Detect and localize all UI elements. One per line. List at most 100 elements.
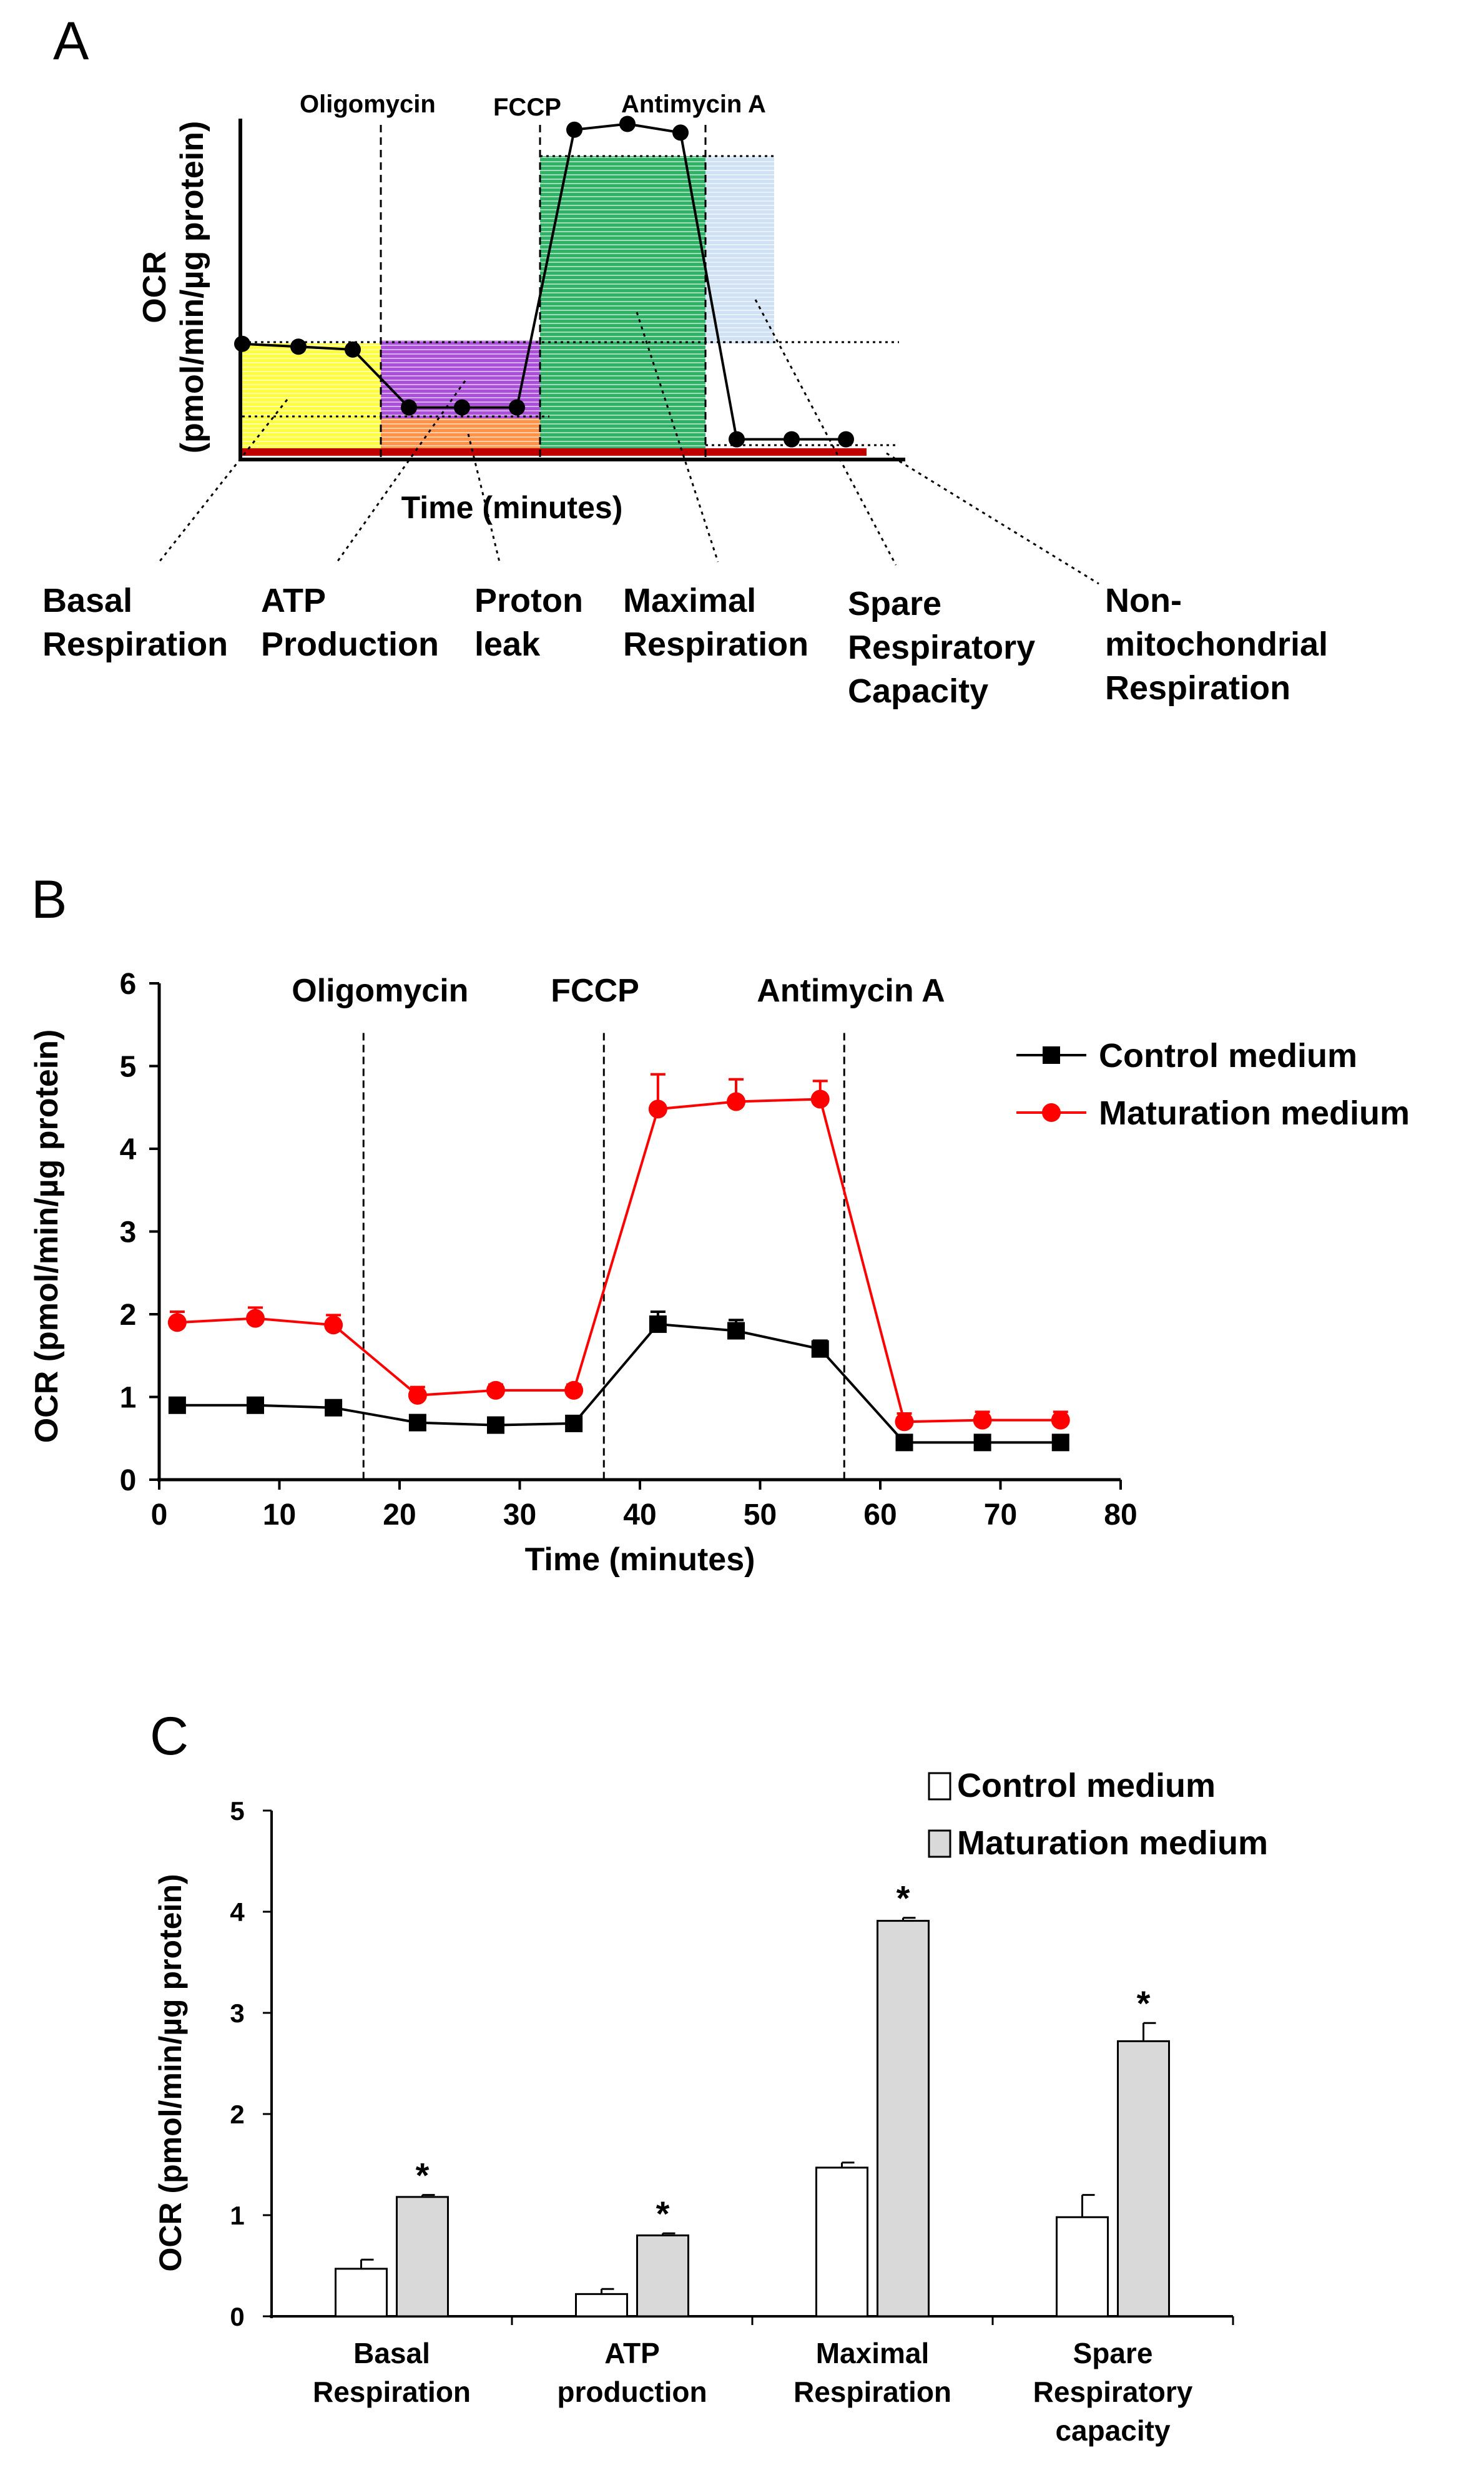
panel-a-injection-antimycin: Antimycin A <box>621 91 766 118</box>
panel-c-category-label: capacity <box>1055 2414 1171 2447</box>
callout-line-nonmito <box>886 452 1099 585</box>
panel-b-injection-label: Antimycin A <box>757 973 945 1009</box>
panel-b-point-control <box>649 1315 667 1333</box>
panel-b-x-tick-label: 40 <box>623 1498 656 1532</box>
panel-a-injection-fccp: FCCP <box>493 94 561 121</box>
panel-c-ylabel: OCR (pmol/min/µg protein) <box>153 1874 188 2271</box>
panel-c-bar-control <box>815 2166 868 2318</box>
panel-a-letter: A <box>53 11 89 71</box>
panel-b-point-control <box>487 1416 504 1434</box>
panel-c-category-label: Basal <box>353 2337 430 2369</box>
panel-a-point <box>454 399 470 416</box>
panel-c-bar-control <box>1056 2216 1109 2318</box>
region-stripes <box>242 157 774 446</box>
panel-c-significance-star: * <box>656 2194 670 2233</box>
panel-b-x-tick-label: 80 <box>1104 1498 1137 1532</box>
panel-b-point-maturation <box>486 1380 505 1400</box>
panel-a-injection-oligomycin: Oligomycin <box>300 91 436 118</box>
panel-a-point <box>619 116 636 132</box>
region-nonmito-fill <box>242 448 867 456</box>
label-maximal-1: Maximal <box>623 582 756 619</box>
panel-c-category-label: Respiration <box>794 2376 951 2408</box>
panel-b-x-tick-label: 60 <box>863 1498 897 1532</box>
panel-a-points <box>234 116 854 448</box>
panel-a-point <box>729 431 745 448</box>
label-atp-1: ATP <box>261 582 326 619</box>
panel-c-bar-maturation <box>877 1920 930 2318</box>
panel-b-point-maturation <box>648 1099 667 1119</box>
panel-c-letter: C <box>150 1706 189 1766</box>
panel-b-xlabel: Time (minutes) <box>525 1541 755 1578</box>
panel-b-point-control <box>895 1433 913 1452</box>
panel-c-y-tick-label: 5 <box>230 1796 244 1826</box>
panel-a: A OCR (pmol/min/µg protein) Oligomycin F… <box>42 11 1328 710</box>
panel-b-y-tick-label: 0 <box>120 1464 137 1497</box>
panel-c-bar-control <box>575 2293 628 2318</box>
panel-b-legend-marker <box>1043 1046 1060 1064</box>
panel-b-x-tick-label: 70 <box>984 1498 1017 1532</box>
panel-c-bar-maturation <box>636 2234 689 2318</box>
panel-c-significance-star: * <box>1137 1984 1151 2023</box>
panel-a-point <box>784 431 800 448</box>
label-atp-2: Production <box>261 626 439 663</box>
panel-b-point-control <box>168 1396 186 1414</box>
panel-c-category-label: ATP <box>604 2337 660 2369</box>
panel-b-legend-marker <box>1042 1103 1061 1122</box>
panel-b-point-maturation <box>895 1412 914 1432</box>
panel-b-point-maturation <box>973 1410 992 1430</box>
panel-b-x-tick-label: 20 <box>383 1498 416 1532</box>
panel-a-point <box>234 335 250 352</box>
panel-c-significance-star: * <box>416 2156 430 2195</box>
label-basal-2: Respiration <box>42 626 228 663</box>
panel-c-category-label: Respiratory <box>1033 2376 1193 2408</box>
region-leak-fill <box>381 418 540 450</box>
label-maximal-2: Respiration <box>623 626 808 663</box>
panel-a-point <box>838 431 854 448</box>
panel-b-series-line-1 <box>177 1098 1061 1423</box>
panel-b-injections: Oligomycin FCCP Antimycin A <box>292 973 945 1480</box>
panel-b-series-line-0 <box>177 1322 1061 1444</box>
panel-b-x-tick-label: 30 <box>503 1498 536 1532</box>
panel-b-point-control <box>1051 1433 1069 1452</box>
panel-b-series <box>167 1073 1070 1452</box>
callout-line-maximal <box>636 312 719 563</box>
panel-b-point-control <box>811 1340 829 1358</box>
panel-a-point <box>401 399 417 416</box>
panel-b-x-tick-label: 50 <box>744 1498 777 1532</box>
panel-b-point-maturation <box>564 1380 584 1400</box>
label-nonmito-1: Non- <box>1105 582 1182 619</box>
panel-a-point <box>509 399 525 416</box>
panel-b-point-maturation <box>810 1089 830 1109</box>
panel-b-y-tick-label: 4 <box>120 1133 137 1166</box>
panel-b-legend-label: Maturation medium <box>1099 1094 1410 1132</box>
panel-a-ylabel-line1: OCR <box>137 251 173 323</box>
panel-a-point <box>345 341 361 358</box>
panel-b-x-tick-label: 0 <box>151 1498 168 1532</box>
panel-c-y-tick-label: 3 <box>230 1999 244 2028</box>
panel-b-y-tick-label: 6 <box>120 968 137 1001</box>
label-nonmito-2: mitochondrial <box>1105 626 1328 663</box>
panel-b: B OCR (pmol/min/µg protein) Time (minute… <box>29 870 1410 1578</box>
panel-b-point-control <box>325 1399 343 1417</box>
panel-c-legend-swatch <box>928 1829 951 1858</box>
panel-b-point-maturation <box>324 1315 343 1335</box>
panel-c-bar-maturation <box>396 2196 449 2318</box>
panel-b-legend: Control medium Maturation medium <box>1016 1037 1410 1132</box>
panel-c-category-label: Maximal <box>816 2337 930 2369</box>
panel-b-x-tick-label: 10 <box>263 1498 296 1532</box>
callout-line-spare <box>754 299 897 566</box>
panel-c-legend-label: Maturation medium <box>957 1824 1268 1862</box>
panel-b-point-control <box>247 1396 264 1414</box>
panel-c: C OCR (pmol/min/µg protein) 0 1 2 3 4 5 * * ** … <box>150 1706 1268 2447</box>
region-maximal-fill <box>540 156 705 450</box>
panel-c-bars: * * * * <box>335 1879 1170 2318</box>
panel-c-legend-swatch <box>928 1772 951 1801</box>
panel-b-point-maturation <box>167 1313 187 1332</box>
panel-c-category-label: Respiration <box>313 2376 471 2408</box>
panel-a-point <box>672 124 689 141</box>
panel-b-point-control <box>565 1414 583 1432</box>
label-spare-2: Respiratory <box>848 629 1035 666</box>
panel-c-categories: Basal Respiration ATP production Maximal Resp… <box>313 2337 1193 2447</box>
panel-b-point-control <box>408 1414 426 1432</box>
